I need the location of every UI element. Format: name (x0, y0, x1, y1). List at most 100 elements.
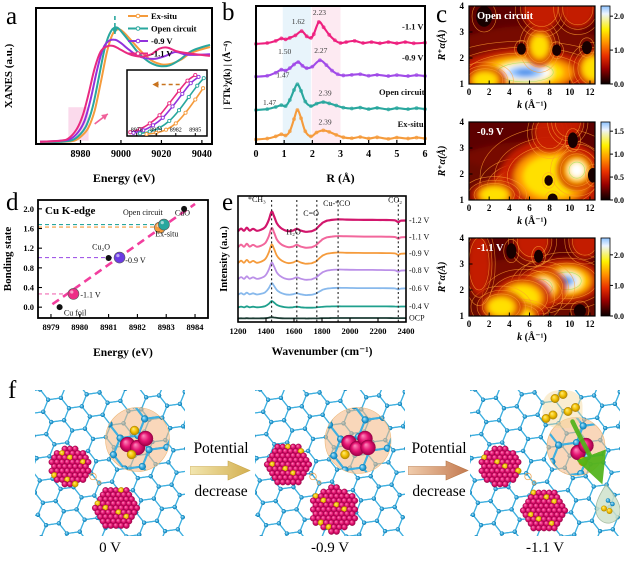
svg-text:Wavenumber (cm⁻¹): Wavenumber (cm⁻¹) (272, 346, 373, 358)
release-arrow (570, 419, 607, 485)
panel-c-wavelet-maps: Open circuit 1 2 3 4 0 2 4 6 8 10 12 k (Å⁻¹) R⁺α(Å) 2.… (433, 0, 640, 348)
svg-text:1.2: 1.2 (23, 243, 34, 253)
svg-text:0.0: 0.0 (23, 302, 34, 312)
panel-a-xanes-chart: 8980 9000 9020 9040 Energy (eV) XANES (a.u.) E… (0, 0, 218, 188)
svg-text:-0.9 V: -0.9 V (125, 256, 146, 265)
svg-text:3: 3 (460, 27, 465, 37)
svg-text:1800: 1800 (314, 326, 331, 336)
svg-text:Ex-situ: Ex-situ (398, 119, 424, 129)
scene-0v (35, 390, 185, 536)
svg-text:0.8: 0.8 (23, 263, 34, 273)
panel-a-label: a (6, 3, 18, 30)
svg-text:2: 2 (460, 53, 465, 63)
svg-text:3: 3 (460, 143, 465, 153)
potential-decrease-1: Potential decrease (184, 440, 258, 501)
product-droplet (595, 483, 620, 524)
svg-text:8982: 8982 (170, 128, 182, 134)
svg-text:2400: 2400 (398, 326, 415, 336)
svg-text:1.5: 1.5 (614, 127, 624, 136)
svg-text:-0.8 V: -0.8 V (409, 266, 430, 275)
svg-text:2.27: 2.27 (314, 46, 327, 55)
potential-text-2: Potential (411, 440, 467, 457)
svg-text:1400: 1400 (258, 326, 275, 336)
desorbing-atoms (541, 390, 583, 428)
svg-text:8: 8 (547, 319, 552, 329)
svg-text:CuO: CuO (175, 209, 190, 218)
svg-text:1: 1 (460, 79, 465, 89)
svg-text:k (Å⁻¹): k (Å⁻¹) (517, 331, 547, 343)
svg-text:1: 1 (460, 195, 465, 205)
panel-d-label: d (6, 189, 19, 216)
svg-text:k (Å⁻¹): k (Å⁻¹) (517, 215, 547, 227)
svg-text:0.4: 0.4 (23, 283, 34, 293)
svg-text:1.62: 1.62 (292, 17, 305, 26)
svg-text:-0.9 V: -0.9 V (151, 36, 173, 46)
svg-text:Open circuit: Open circuit (123, 208, 164, 217)
scene-0.9v (255, 390, 405, 536)
svg-text:-0.9 V: -0.9 V (402, 53, 424, 63)
svg-text:Ex-situ: Ex-situ (155, 229, 178, 238)
svg-text:2.0: 2.0 (614, 251, 624, 260)
bonding-state-plot: Cu foil -1.1 V Cu₂O -0.9 V Ex-situ Open circu… (2, 199, 209, 359)
svg-text:k (Å⁻¹): k (Å⁻¹) (517, 99, 547, 111)
svg-text:9000: 9000 (111, 149, 131, 160)
svg-text:Intensity (a.u.): Intensity (a.u.) (219, 226, 230, 292)
svg-text:Energy (eV): Energy (eV) (93, 347, 153, 359)
svg-text:6: 6 (527, 319, 532, 329)
svg-text:1.0: 1.0 (614, 46, 624, 55)
svg-text:1.47: 1.47 (276, 70, 289, 79)
potential-text-1: Potential (193, 440, 249, 457)
svg-text:4: 4 (460, 117, 465, 127)
svg-text:6: 6 (527, 87, 532, 97)
svg-text:CO₂: CO₂ (388, 196, 402, 205)
svg-text:Open circuit: Open circuit (379, 87, 425, 97)
svg-text:Energy (eV): Energy (eV) (93, 171, 155, 185)
svg-text:2.39: 2.39 (318, 118, 331, 127)
svg-text:-1.1 V: -1.1 V (409, 233, 430, 242)
svg-text:12: 12 (585, 319, 595, 329)
svg-text:4: 4 (366, 149, 371, 160)
svg-text:8: 8 (547, 203, 552, 213)
svg-text:Cu K-edge: Cu K-edge (45, 205, 96, 217)
panel-b-label: b (222, 0, 235, 26)
panel-c-label: c (436, 1, 448, 28)
svg-text:R⁺α(Å): R⁺α(Å) (436, 262, 448, 294)
svg-text:8980: 8980 (71, 149, 91, 160)
svg-text:2: 2 (460, 169, 465, 179)
svg-text:H₂O: H₂O (286, 227, 301, 236)
svg-text:R⁺α(Å): R⁺α(Å) (436, 146, 448, 178)
svg-text:2: 2 (487, 319, 492, 329)
svg-text:8980: 8980 (71, 322, 88, 332)
svg-text:2200: 2200 (370, 326, 387, 336)
panel-e-label: e (222, 189, 234, 216)
svg-text:R (Å): R (Å) (326, 171, 354, 185)
svg-text:4: 4 (460, 233, 465, 243)
svg-text:3: 3 (460, 259, 465, 269)
scene-0.9v-illustration (255, 390, 405, 536)
svg-text:1: 1 (460, 311, 465, 321)
svg-text:8979: 8979 (42, 322, 59, 332)
caption-0.9v: -0.9 V (310, 540, 350, 556)
potential-decrease-2: Potential decrease (402, 440, 476, 501)
svg-text:0.0: 0.0 (614, 196, 624, 205)
svg-text:Ex-situ: Ex-situ (151, 11, 177, 21)
panel-e-ftir-chart: -1.2 V -1.1 V -0.9 V -0.8 V -0.6 V -0.4 V OCP *… (218, 188, 433, 360)
svg-text:OCP: OCP (409, 314, 425, 323)
caption-1.1v: -1.1 V (525, 540, 565, 556)
svg-text:2.39: 2.39 (318, 88, 331, 97)
svg-text:10: 10 (565, 319, 575, 329)
scene-0v-illustration (35, 390, 185, 536)
potential-decrease-arrow-1 (190, 460, 251, 481)
svg-text:2.0: 2.0 (23, 204, 34, 214)
svg-text:8985: 8985 (189, 128, 201, 134)
svg-text:4: 4 (507, 319, 512, 329)
svg-text:12: 12 (585, 203, 595, 213)
svg-text:0: 0 (467, 319, 472, 329)
svg-text:0.0: 0.0 (614, 312, 624, 321)
potential-decrease-arrow-2 (408, 460, 469, 481)
svg-text:-1.2 V: -1.2 V (409, 216, 430, 225)
svg-text:C=O: C=O (303, 209, 319, 218)
svg-text:| FTk³χ(k) | (Å⁻⁴): | FTk³χ(k) | (Å⁻⁴) (221, 41, 233, 110)
